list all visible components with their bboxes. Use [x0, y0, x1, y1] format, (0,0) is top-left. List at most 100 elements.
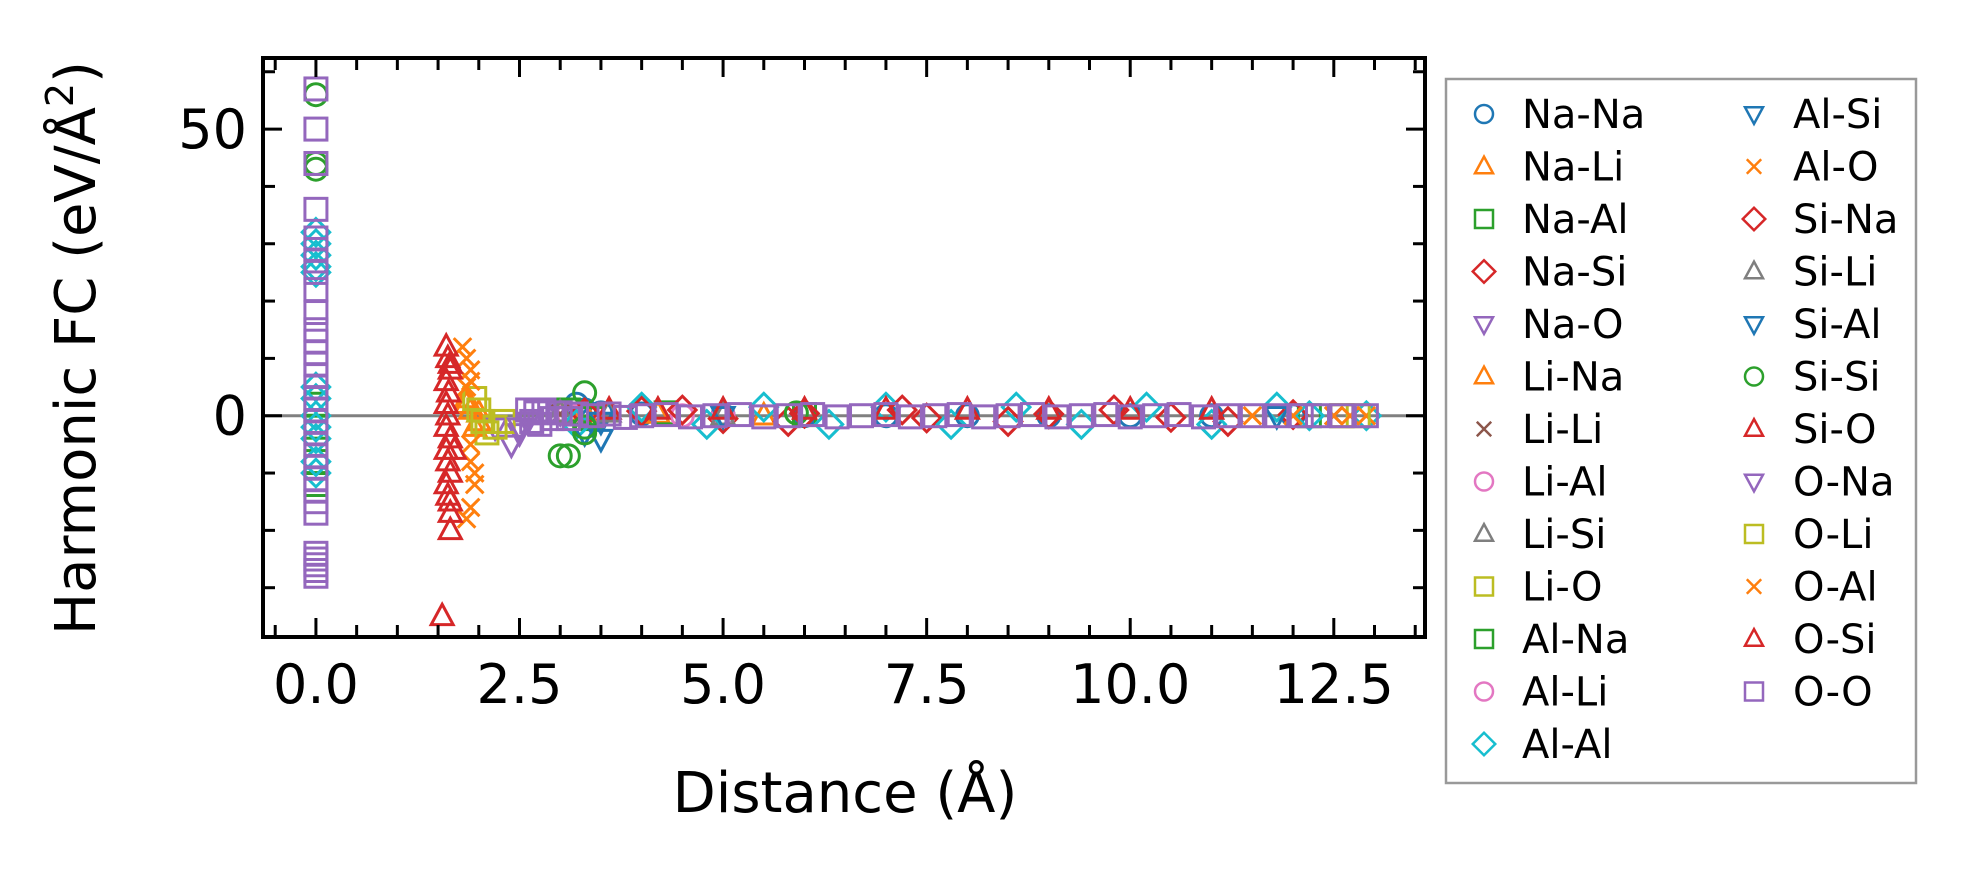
data-point: [873, 402, 899, 428]
data-point: [460, 497, 481, 518]
legend-marker-triangle-up-icon: [1472, 521, 1496, 542]
legend-marker-circle-icon: [1473, 681, 1495, 702]
legend-marker-circle-icon: [1473, 103, 1495, 125]
legend-label: Al-Na: [1522, 617, 1629, 663]
data-point: [300, 256, 332, 289]
data-point: [440, 434, 468, 460]
legend-item: Li-Na: [1472, 355, 1624, 401]
axes: 0.0 2.5 5.0 7.5 10.0 12.5 0 50: [178, 56, 1427, 716]
data-point: [1264, 403, 1290, 429]
legend-item: Si-Li: [1742, 250, 1877, 296]
x-tick-label: 2.5: [477, 653, 563, 716]
data-point: [625, 391, 658, 423]
data-point: [971, 404, 997, 430]
x-tick-label: 12.5: [1274, 653, 1394, 716]
data-point: [596, 401, 622, 427]
data-point: [303, 500, 329, 526]
data-point: [897, 404, 923, 430]
data-point: [1263, 405, 1291, 431]
data-point: [995, 403, 1021, 429]
legend-marker-square-icon: [1743, 681, 1765, 702]
data-point: [872, 394, 900, 420]
legend-item: Al-Li: [1473, 670, 1608, 716]
legend-item: Si-Si: [1743, 355, 1880, 401]
legend-label: Li-Na: [1522, 355, 1624, 401]
data-point: [1093, 402, 1119, 428]
data-point: [303, 259, 329, 285]
legend-item: Al-Na: [1473, 617, 1629, 663]
series-o-si: [436, 348, 468, 512]
x-tick-label: 5.0: [680, 653, 766, 716]
legend-label: Li-O: [1522, 565, 1602, 611]
x-tick-label: 0.0: [273, 653, 359, 716]
data-point: [1305, 403, 1331, 429]
y-tick-label: 0: [213, 385, 247, 448]
legend-label: O-Li: [1793, 512, 1873, 558]
series-si-al: [587, 405, 1291, 454]
legend-label: Al-Al: [1522, 722, 1613, 768]
y-axis-label: Harmonic FC (eV/Å2): [38, 61, 109, 635]
data-point: [303, 150, 329, 176]
data-point: [547, 443, 573, 469]
data-point: [1155, 401, 1187, 434]
legend-marker-triangle-down-icon: [1742, 316, 1766, 337]
legend-label: Al-Si: [1793, 92, 1882, 138]
data-point: [1288, 403, 1314, 429]
data-point: [1260, 391, 1293, 423]
data-point: [464, 463, 485, 483]
legend-marker-triangle-down-icon: [1742, 473, 1766, 495]
data-point: [547, 400, 573, 426]
legend-item: Li-O: [1473, 565, 1602, 611]
data-point: [922, 403, 948, 429]
data-point: [456, 348, 477, 369]
legend-item: Li-Al: [1473, 460, 1607, 506]
data-point: [539, 406, 565, 432]
legend-marker-triangle-up-icon: [1742, 416, 1766, 437]
data-point: [910, 402, 943, 434]
legend-label: Si-Si: [1793, 355, 1880, 401]
legend-item: Si-Al: [1742, 302, 1882, 348]
data-point: [1329, 403, 1355, 429]
data-point: [1166, 402, 1192, 428]
data-point: [435, 377, 463, 403]
data-point: [1356, 405, 1377, 426]
data-point: [1068, 403, 1094, 429]
data-point: [992, 405, 1024, 438]
legend-item: Al-Si: [1742, 92, 1882, 138]
legend-item: O-O: [1743, 670, 1873, 716]
legend-item: O-Na: [1742, 460, 1894, 506]
legend-marker-diamond-icon: [1470, 258, 1498, 285]
data-point: [460, 371, 481, 392]
data-point: [303, 563, 329, 589]
data-point: [775, 403, 801, 429]
legend-item: O-Si: [1742, 617, 1877, 663]
legend-label: O-Si: [1793, 617, 1877, 663]
legend-label: O-O: [1793, 670, 1873, 716]
data-point: [303, 196, 329, 222]
data-point: [564, 401, 590, 427]
data-point: [456, 509, 477, 529]
legend-item: Si-Na: [1740, 197, 1898, 243]
data-point: [587, 428, 615, 454]
series-si-o: [428, 331, 1226, 627]
legend-marker-square-icon: [1743, 523, 1765, 545]
legend-item: Al-O: [1745, 145, 1879, 191]
data-point: [490, 408, 516, 434]
legend-item: Li-Si: [1472, 512, 1606, 558]
data-point: [1242, 405, 1263, 426]
data-point: [1065, 408, 1098, 441]
data-point: [531, 397, 557, 423]
legend-marker-triangle-down-icon: [1742, 106, 1766, 127]
legend-label: Al-O: [1793, 145, 1879, 191]
x-axis-label: Distance (Å): [673, 760, 1018, 826]
legend-label: Na-Li: [1522, 145, 1624, 191]
data-point: [1353, 403, 1379, 429]
legend-label: Na-Si: [1522, 250, 1627, 296]
data-point: [432, 469, 460, 495]
legend-label: Si-Na: [1793, 197, 1898, 243]
legend-item: Na-Na: [1473, 92, 1645, 138]
legend-item: Si-O: [1742, 407, 1877, 453]
data-point: [460, 434, 481, 455]
legend-label: Na-Na: [1522, 92, 1645, 138]
